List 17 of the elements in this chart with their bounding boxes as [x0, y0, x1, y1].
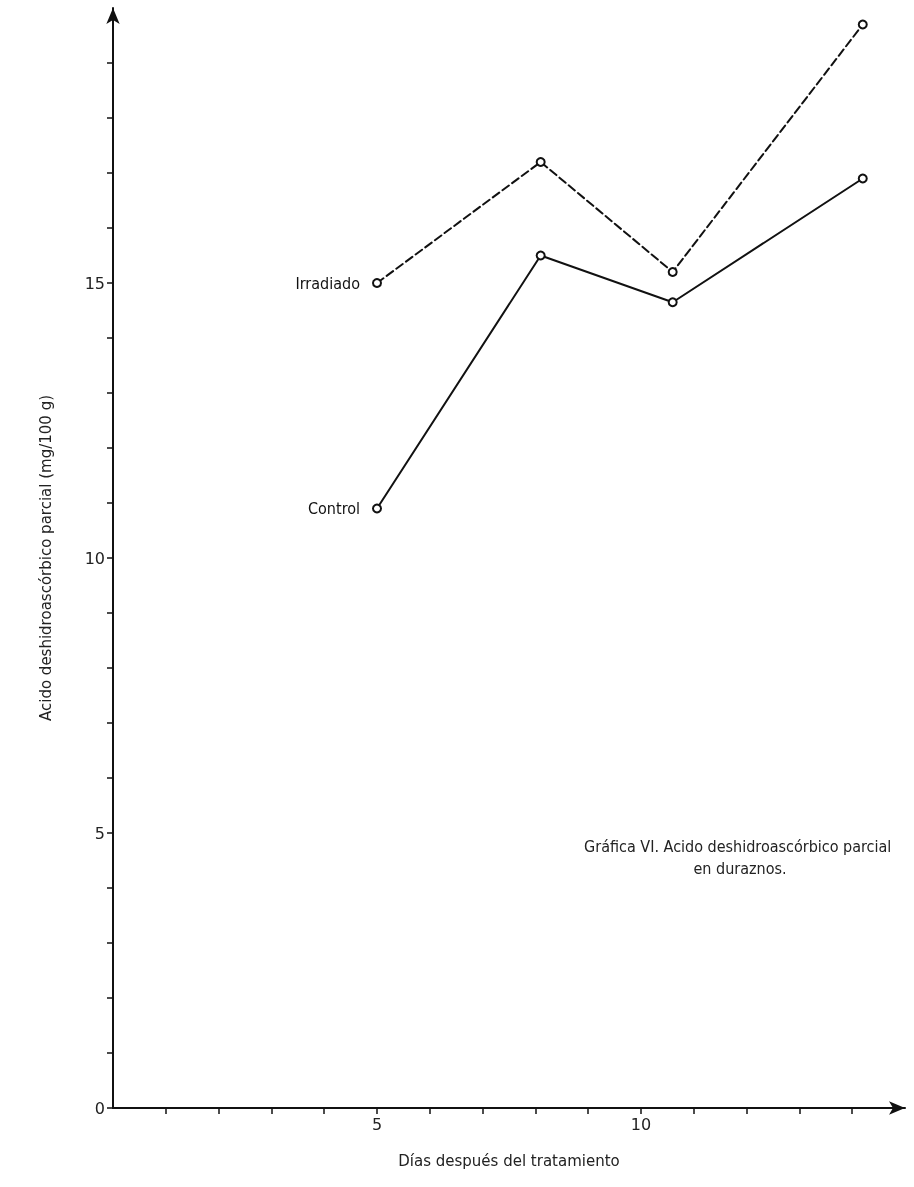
- series-label: Control: [308, 499, 360, 518]
- point: [535, 250, 546, 261]
- y-tick-label: 5: [94, 823, 105, 843]
- point: [535, 157, 546, 167]
- series-label: Irradiado: [295, 273, 361, 293]
- point: [857, 173, 868, 184]
- y-tick-label: 0: [94, 1098, 105, 1118]
- y-axis-title: Acido deshidroascórbico parcial (mg/100 g): [36, 394, 55, 722]
- point: [372, 503, 382, 514]
- x-axis-title: Días después del tratamiento: [398, 1151, 620, 1170]
- point: [667, 297, 678, 308]
- y-tick-label: 10: [84, 548, 105, 568]
- y-tick-label: 15: [84, 273, 105, 293]
- point: [857, 19, 868, 30]
- point: [372, 278, 382, 288]
- text: Gráfica VI. Acido deshidroascórbico parcial en duraznos.: [584, 836, 896, 878]
- point: [667, 267, 678, 277]
